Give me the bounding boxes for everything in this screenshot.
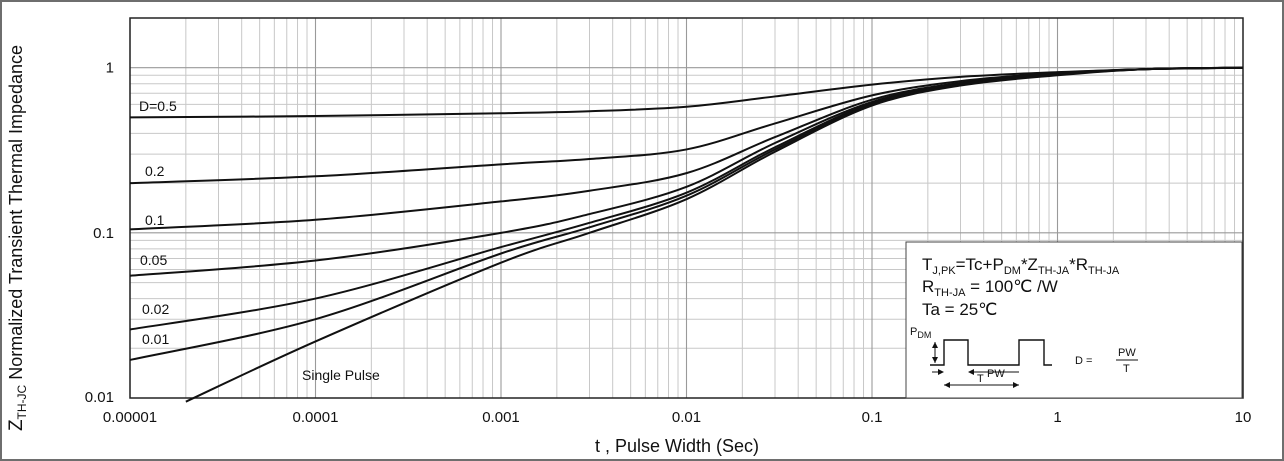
pulse-diagram: PDM PW T D = PW T: [910, 326, 1138, 388]
d-numerator: PW: [1118, 347, 1136, 359]
curve-single-pulse: [185, 66, 1244, 403]
y-tick-label: 0.1: [93, 225, 114, 242]
curve-label: 0.2: [145, 163, 165, 179]
annotation-box: TJ,PK=Tc+PDM*ZTH-JA*RTH-JA RTH-JA = 100℃…: [905, 241, 1243, 399]
formula-text: TJ,PK=Tc+PDM*ZTH-JA*RTH-JA: [922, 255, 1120, 277]
x-tick-label: 1: [1053, 409, 1061, 426]
curve-label: Single Pulse: [302, 367, 380, 383]
y-tick-label: 0.01: [85, 389, 114, 406]
x-tick-label: 0.0001: [293, 409, 339, 426]
y-axis-label: ZTH-JC Normalized Transient Thermal Impe…: [6, 45, 29, 431]
svg-text:ZTH-JC Normalized Transient: ZTH-JC Normalized Transient Thermal Impe…: [6, 45, 29, 431]
x-axis-label: t , Pulse Width (Sec): [595, 436, 759, 456]
plot-border: [129, 17, 1244, 399]
curve-label: D=0.5: [139, 98, 177, 114]
pdm-label: PDM: [910, 326, 931, 340]
d-denominator: T: [1123, 363, 1130, 375]
rth-text: RTH-JA = 100℃ /W: [922, 277, 1058, 299]
x-tick-label: 0.001: [482, 409, 520, 426]
curve-label: 0.05: [140, 252, 167, 268]
y-label-main: Z: [6, 419, 27, 431]
curves: [129, 66, 1244, 403]
d-label: D =: [1075, 355, 1092, 367]
x-tick-label: 10: [1235, 409, 1252, 426]
y-label-sub: TH-JC: [15, 384, 29, 419]
x-tick-label: 0.1: [862, 409, 883, 426]
x-tick-label: 0.00001: [103, 409, 157, 426]
curve-label: 0.01: [142, 331, 169, 347]
pw-label: PW: [987, 368, 1005, 380]
y-tick-label: 1: [106, 60, 114, 77]
y-label-rest: Normalized Transient Thermal Impedance: [6, 45, 26, 385]
x-tick-labels: 0.00001 0.0001 0.001 0.01 0.1 1 10: [103, 409, 1251, 426]
t-label: T: [977, 373, 984, 385]
curve-labels: D=0.5 0.2 0.1 0.05 0.02 0.01 Single Pulse: [139, 98, 380, 383]
y-tick-labels: 0.01 0.1 1: [85, 60, 114, 406]
x-tick-label: 0.01: [672, 409, 701, 426]
ta-text: Ta = 25℃: [922, 300, 997, 319]
curve-label: 0.1: [145, 212, 165, 228]
curve-label: 0.02: [142, 301, 169, 317]
